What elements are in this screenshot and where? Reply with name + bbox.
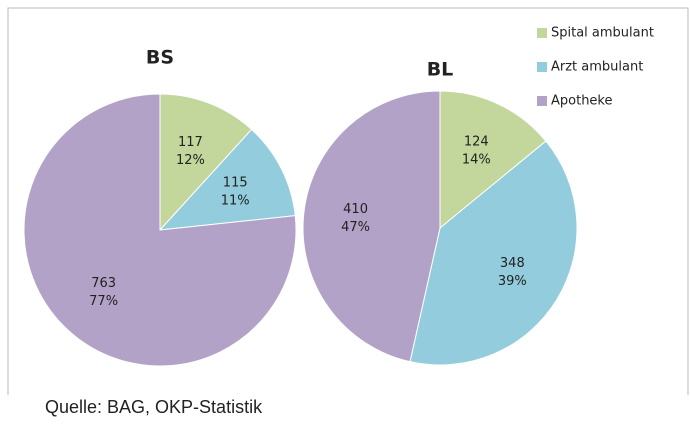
value-label: 115 — [223, 175, 248, 190]
chart-title: BS — [146, 47, 174, 69]
value-label: 763 — [91, 276, 116, 291]
pie-slice — [158, 128, 296, 231]
percent-label: 39% — [498, 274, 527, 289]
chart-title: BL — [427, 59, 454, 81]
value-label: 117 — [178, 135, 203, 150]
pie-slice — [409, 140, 578, 366]
pie-slice — [439, 90, 547, 230]
legend-label: Arzt ambulant — [551, 60, 643, 75]
pie-slice — [159, 93, 253, 232]
percent-label: 77% — [89, 294, 118, 309]
legend-label: Apotheke — [551, 94, 613, 109]
value-label: 348 — [500, 256, 525, 271]
source-note: Quelle: BAG, OKP-Statistik — [45, 397, 263, 417]
value-label: 124 — [464, 135, 489, 150]
legend-swatch — [537, 28, 547, 38]
legend-label: Spital ambulant — [551, 26, 654, 41]
percent-label: 11% — [221, 193, 250, 208]
percent-label: 12% — [176, 153, 205, 168]
value-label: 410 — [343, 202, 368, 217]
pie-slice — [302, 90, 441, 363]
legend-swatch — [537, 62, 547, 72]
frame — [7, 7, 689, 395]
percent-label: 14% — [462, 153, 491, 168]
legend-swatch — [537, 96, 547, 106]
pie-slice — [23, 93, 297, 367]
percent-label: 47% — [341, 220, 370, 235]
